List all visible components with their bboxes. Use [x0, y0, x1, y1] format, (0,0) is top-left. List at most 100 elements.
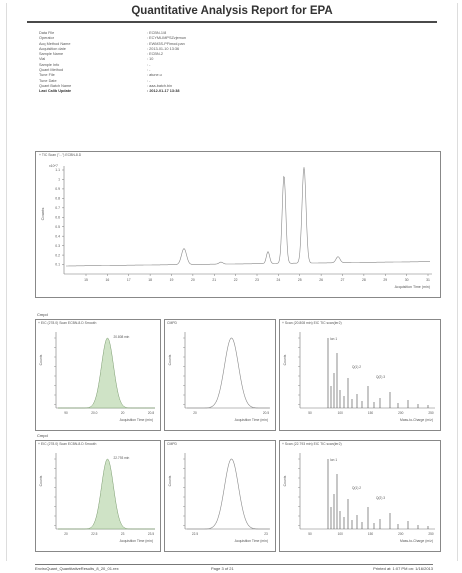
- qualifier-panel: CMPD Counts 22.5 23 Acquisition Time (min): [164, 440, 276, 552]
- meta-row: Last Calib Update: 2012-01-17 13:38: [39, 89, 339, 94]
- tic-chart: Countsx10^71.110.90.80.70.60.50.40.30.20…: [36, 152, 440, 297]
- tic-y-tick-label: 0.9: [55, 187, 60, 191]
- panel-x-tick-label: 90: [64, 411, 68, 415]
- panel-x-tick-label: 20.0: [91, 411, 97, 415]
- tic-trace: [66, 167, 430, 266]
- spectrum-ion-label: Q(1) 2: [352, 365, 361, 369]
- tic-y-tick-label: 0.3: [55, 244, 60, 248]
- panel-y-label: Counts: [168, 475, 172, 486]
- qualifier-panel-chart: Counts 22.5 23 Acquisition Time (min): [165, 441, 275, 551]
- spectrum-ion-label: Q(2) 3: [376, 375, 385, 379]
- page-footer: EnviroQuant_QuantitativeResults_8_20_01.…: [35, 564, 433, 573]
- panel-x-tick-label: 250: [428, 532, 434, 536]
- tic-x-tick-label: 28: [362, 278, 366, 282]
- tic-x-tick-label: 26: [319, 278, 323, 282]
- panel-x-tick-label: 50: [308, 532, 312, 536]
- tic-y-tick-label: 1: [58, 178, 60, 182]
- footer-print-time: Printed at: 1:07 PM on: 1/16/2013: [373, 566, 433, 571]
- retention-time-label: 22.793 min: [114, 456, 130, 460]
- tic-y-tick-label: 0.1: [55, 263, 60, 267]
- panel-x-tick-label: 23: [121, 532, 125, 536]
- tic-x-tick-label: 31: [426, 278, 430, 282]
- tic-x-tick-label: 22: [234, 278, 238, 282]
- tic-y-tick-label: 0.2: [55, 253, 60, 257]
- tic-y-tick-label: 0.8: [55, 197, 60, 201]
- panel-x-tick-label: 22.5: [192, 532, 198, 536]
- eic-panel-chart: Counts90 20.0 20 20.8Acquisition Time (min)…: [36, 320, 160, 430]
- tic-y-tick-label: 0.4: [55, 234, 60, 238]
- panel-x-tick-label: 20.8: [148, 411, 154, 415]
- tic-x-tick-label: 20: [191, 278, 195, 282]
- panel-x-tick-label: 20: [64, 532, 68, 536]
- report-page: Quantitative Analysis Report for EPA Dat…: [6, 3, 458, 561]
- compound-section-label: Cmpd: [37, 312, 48, 317]
- panel-x-label: Acquisition Time (min): [235, 539, 268, 543]
- spectrum-ion-label: Ion 1: [330, 337, 337, 341]
- tic-x-tick-label: 30: [405, 278, 409, 282]
- tic-y-label: Counts: [40, 208, 45, 221]
- panel-x-tick-label: 200: [398, 532, 404, 536]
- sample-metadata-table: Data File: ECBN-1/8 Operator: ECYMLIMPSZv…: [39, 31, 339, 95]
- panel-x-tick-label: 200: [398, 411, 404, 415]
- tic-x-tick-label: 15: [84, 278, 88, 282]
- spectrum-ion-label: Q(1) 2: [352, 486, 361, 490]
- panel-x-tick-label: 250: [428, 411, 434, 415]
- eic-panel: + EIC (278.0) Scan ECBN-8.D Smooth Counts…: [35, 319, 161, 431]
- tic-y-tick-label: 1.1: [55, 168, 60, 172]
- spectrum-ion-label: Q(2) 3: [376, 496, 385, 500]
- panel-x-tick-label: 50: [308, 411, 312, 415]
- panel-x-tick-label: 100: [338, 532, 344, 536]
- panel-y-label: Counts: [168, 354, 172, 365]
- tic-chromatogram-panel: + TIC Scan ("...") ECBN-8.D Counts x10^7 1…: [35, 151, 441, 298]
- panel-y-label: Counts: [283, 354, 287, 365]
- panel-x-label: Mass-to-Charge (m/z): [400, 539, 433, 543]
- tic-x-label: Acquisition Time (min): [395, 285, 430, 289]
- mass-spectrum-panel: + Scan (22.793 min) EIC TIC scan(ler2) Co…: [279, 440, 441, 552]
- tic-x-tick-label: 17: [127, 278, 131, 282]
- panel-x-label: Acquisition Time (min): [120, 539, 153, 543]
- tic-x-tick-label: 27: [341, 278, 345, 282]
- panel-x-tick-label: 150: [368, 532, 374, 536]
- tic-y-tick-label: 0.6: [55, 215, 60, 219]
- mass-spectrum-panel-chart: Counts 50 100 150 200 250 Mass-to-Charge (m/z)…: [280, 320, 440, 430]
- footer-page-number: Page 3 of 21: [211, 566, 234, 571]
- panel-y-label: Counts: [283, 475, 287, 486]
- panel-x-tick-label: 20.5: [263, 411, 269, 415]
- report-title: Quantitative Analysis Report for EPA: [7, 5, 457, 17]
- footer-filename: EnviroQuant_QuantitativeResults_8_20_01.…: [35, 566, 119, 571]
- mass-spectrum-panel: + Scan (20.808 min) EIC TIC scan(ler2) Co…: [279, 319, 441, 431]
- qualifier-peak: [187, 459, 270, 529]
- retention-time-label: 20.808 min: [114, 335, 130, 339]
- tic-x-tick-label: 24: [276, 278, 280, 282]
- spectrum-ion-label: Ion 1: [330, 458, 337, 462]
- tic-x-tick-label: 19: [170, 278, 174, 282]
- tic-x-tick-label: 25: [298, 278, 302, 282]
- eic-panel-chart: Counts 20 22.5 23 23.5 Acquisition Time (min)…: [36, 441, 160, 551]
- panel-x-tick-label: 150: [368, 411, 374, 415]
- panel-x-label: Acquisition Time (min): [120, 418, 153, 422]
- tic-x-tick-label: 16: [105, 278, 109, 282]
- panel-y-label: Counts: [39, 354, 43, 365]
- meta-value: : 2012-01-17 13:38: [147, 89, 339, 94]
- qualifier-peak: [187, 338, 270, 408]
- meta-label: Last Calib Update: [39, 89, 147, 94]
- qualifier-panel: CMPD Counts 20 20.5 Acquisition Time (min): [164, 319, 276, 431]
- tic-x-tick-label: 23: [255, 278, 259, 282]
- tic-y-tick-label: 0.7: [55, 206, 60, 210]
- tic-x-tick-label: 18: [148, 278, 152, 282]
- mass-spectrum-panel-chart: Counts 50 100 150 200 250 Mass-to-Charge (m/z)…: [280, 441, 440, 551]
- eic-peak-fill: [58, 459, 155, 529]
- qualifier-panel-chart: Counts 20 20.5 Acquisition Time (min): [165, 320, 275, 430]
- panel-x-label: Mass-to-Charge (m/z): [400, 418, 433, 422]
- panel-x-label: Acquisition Time (min): [235, 418, 268, 422]
- panel-x-tick-label: 23: [264, 532, 268, 536]
- eic-peak-fill: [58, 338, 155, 408]
- panel-y-label: Counts: [39, 475, 43, 486]
- panel-x-tick-label: 20: [193, 411, 197, 415]
- tic-y-tick-label: 0.5: [55, 225, 60, 229]
- panel-x-tick-label: 100: [338, 411, 344, 415]
- title-rule: [27, 21, 437, 23]
- panel-x-tick-label: 22.5: [91, 532, 97, 536]
- tic-x-tick-label: 29: [383, 278, 387, 282]
- tic-x-tick-label: 21: [212, 278, 216, 282]
